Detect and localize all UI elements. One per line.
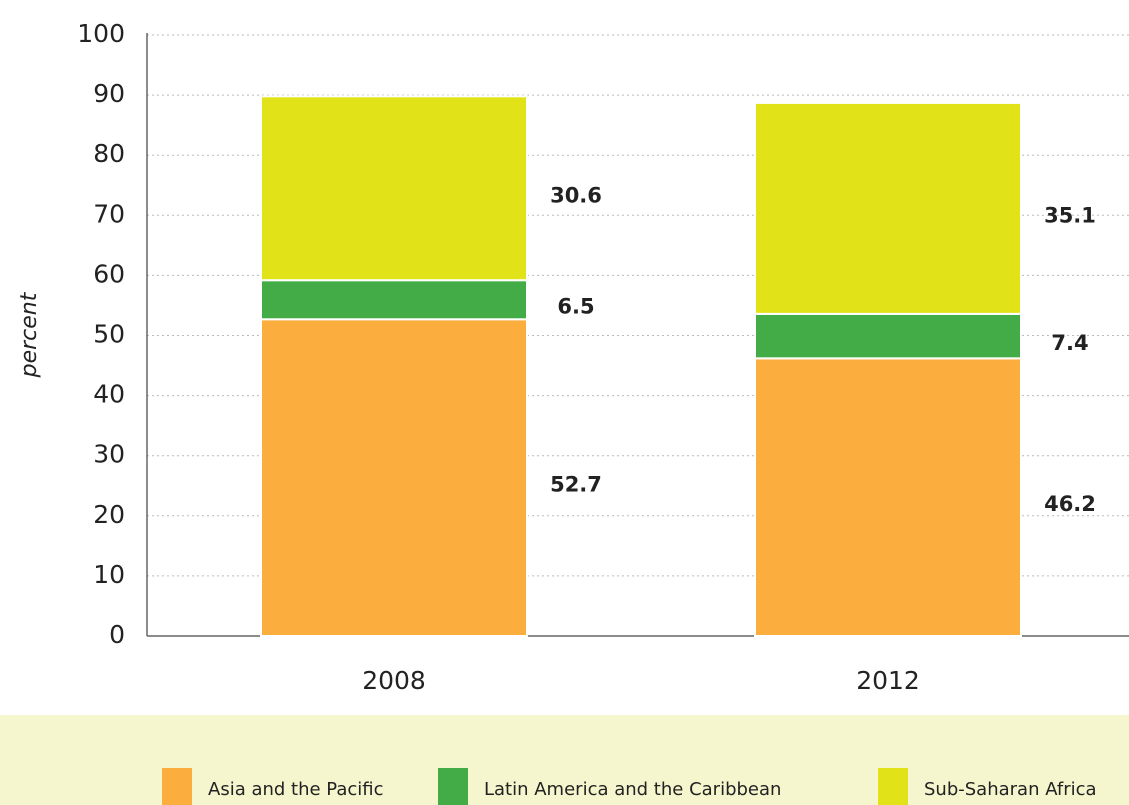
y-tick-label: 70 — [93, 199, 125, 228]
y-tick-label: 20 — [93, 500, 125, 529]
bar-segment — [260, 279, 528, 321]
bar-segment — [754, 357, 1022, 637]
x-tick-label: 2012 — [856, 666, 920, 695]
y-tick-label: 30 — [93, 440, 125, 469]
legend-swatch — [162, 768, 192, 805]
bar-segment — [754, 101, 1022, 315]
legend-swatch — [438, 768, 468, 805]
y-tick-label: 90 — [93, 79, 125, 108]
y-tick-label: 40 — [93, 380, 125, 409]
value-label: 6.5 — [557, 295, 594, 319]
bar-segment — [260, 95, 528, 282]
legend-label: Sub-Saharan Africa — [924, 779, 1097, 800]
bar-segment — [260, 318, 528, 637]
x-tick-label: 2008 — [362, 666, 426, 695]
value-label: 46.2 — [1044, 492, 1096, 516]
y-tick-label: 80 — [93, 139, 125, 168]
y-tick-label: 60 — [93, 259, 125, 288]
y-tick-label: 0 — [109, 620, 125, 649]
legend-swatch — [878, 768, 908, 805]
bar-segment — [754, 312, 1022, 360]
y-tick-label: 10 — [93, 560, 125, 589]
legend-label: Latin America and the Caribbean — [484, 779, 781, 800]
y-axis-label: percent — [17, 291, 42, 378]
value-label: 52.7 — [550, 473, 602, 497]
value-label: 35.1 — [1044, 203, 1096, 227]
legend-label: Asia and the Pacific — [208, 779, 384, 800]
y-tick-label: 50 — [93, 320, 125, 349]
value-label: 30.6 — [550, 183, 602, 207]
y-tick-label: 100 — [77, 19, 125, 48]
value-label: 7.4 — [1051, 331, 1088, 355]
